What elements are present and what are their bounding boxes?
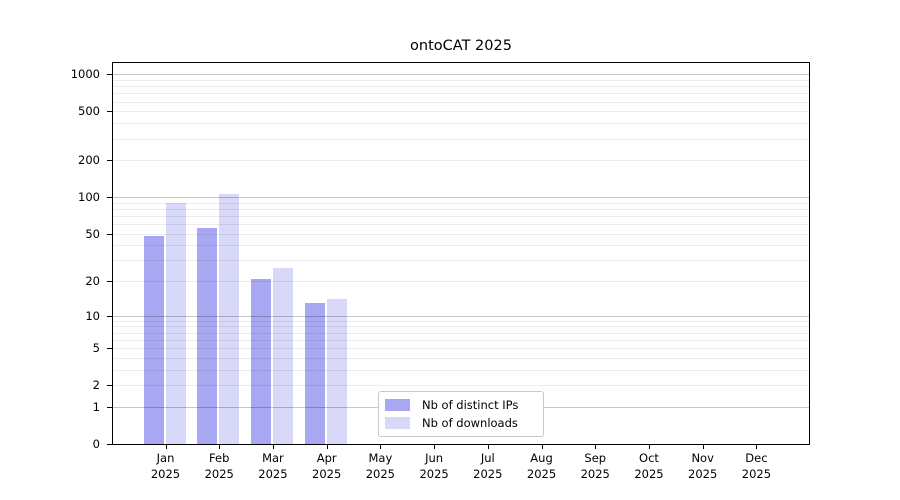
gridline-minor bbox=[112, 215, 810, 217]
y-tick-mark bbox=[107, 385, 112, 387]
y-tick-mark bbox=[107, 197, 112, 199]
x-tick-label: Nov 2025 bbox=[688, 451, 718, 481]
y-tick-label: 500 bbox=[78, 104, 100, 119]
x-tick-label: Oct 2025 bbox=[634, 451, 664, 481]
x-tick-label: Feb 2025 bbox=[204, 451, 234, 481]
x-tick-mark bbox=[648, 445, 650, 449]
gridline-minor bbox=[112, 160, 810, 162]
x-tick-mark bbox=[541, 445, 543, 449]
x-tick-mark bbox=[380, 445, 382, 449]
gridline-minor bbox=[112, 93, 810, 95]
y-tick-label: 100 bbox=[78, 190, 100, 205]
bar-distinct-ips bbox=[197, 227, 218, 445]
bar-distinct-ips bbox=[250, 278, 271, 445]
gridline-minor bbox=[112, 332, 810, 334]
gridline-minor bbox=[112, 385, 810, 387]
gridline-minor bbox=[112, 357, 810, 359]
x-tick-mark bbox=[326, 445, 328, 449]
gridline-minor bbox=[112, 348, 810, 350]
x-tick-mark bbox=[487, 445, 489, 449]
gridline-minor bbox=[112, 111, 810, 113]
gridline-minor bbox=[112, 326, 810, 328]
y-tick-label: 1000 bbox=[70, 67, 100, 82]
x-tick-label: Jan 2025 bbox=[150, 451, 181, 481]
bar-downloads bbox=[326, 299, 347, 445]
y-tick-label: 200 bbox=[78, 153, 100, 168]
bar-distinct-ips bbox=[304, 302, 325, 445]
gridline-major bbox=[112, 74, 810, 76]
bar-downloads bbox=[219, 194, 240, 445]
x-tick-label: Aug 2025 bbox=[526, 451, 557, 481]
x-tick-mark bbox=[702, 445, 704, 449]
y-tick-label: 10 bbox=[85, 308, 100, 323]
gridline-minor bbox=[112, 339, 810, 341]
legend-item-distinct-ips: Nb of distinct IPs bbox=[385, 398, 537, 412]
gridline-minor bbox=[112, 245, 810, 247]
x-tick-mark bbox=[272, 445, 274, 449]
x-tick-label: Jul 2025 bbox=[473, 451, 503, 481]
y-tick-label: 1 bbox=[92, 399, 100, 414]
y-tick-mark bbox=[107, 348, 112, 350]
legend-item-downloads: Nb of downloads bbox=[385, 416, 537, 430]
x-tick-mark bbox=[219, 445, 221, 449]
gridline-minor bbox=[112, 260, 810, 262]
y-tick-mark bbox=[107, 444, 112, 445]
y-tick-mark bbox=[107, 406, 112, 408]
y-tick-mark bbox=[107, 315, 112, 317]
y-tick-mark bbox=[107, 74, 112, 76]
x-tick-mark bbox=[165, 445, 167, 449]
x-tick-label: Apr 2025 bbox=[312, 451, 342, 481]
bars-layer bbox=[112, 62, 810, 445]
y-tick-mark bbox=[107, 233, 112, 235]
y-tick-label: 0 bbox=[92, 437, 100, 451]
plot-area bbox=[112, 62, 810, 445]
gridline-minor bbox=[112, 281, 810, 283]
x-tick-mark bbox=[434, 445, 436, 449]
legend-label-downloads: Nb of downloads bbox=[422, 416, 518, 430]
x-tick-label: Mar 2025 bbox=[258, 451, 288, 481]
x-tick-label: Dec 2025 bbox=[741, 451, 772, 481]
y-tick-label: 20 bbox=[85, 274, 100, 289]
gridline-minor bbox=[112, 202, 810, 204]
gridline-minor bbox=[112, 233, 810, 235]
bar-downloads bbox=[272, 267, 293, 445]
bar-downloads bbox=[165, 202, 186, 445]
gridline-minor bbox=[112, 123, 810, 125]
gridline-major bbox=[112, 197, 810, 199]
gridline-minor bbox=[112, 101, 810, 103]
y-tick-label: 2 bbox=[92, 378, 100, 393]
bar-distinct-ips bbox=[143, 235, 164, 445]
gridline-minor bbox=[112, 86, 810, 88]
legend: Nb of distinct IPs Nb of downloads bbox=[378, 391, 544, 437]
legend-swatch-distinct-ips-icon bbox=[385, 399, 410, 411]
gridline-minor bbox=[112, 320, 810, 322]
gridline-minor bbox=[112, 79, 810, 81]
y-tick-mark bbox=[107, 281, 112, 283]
legend-swatch-downloads-icon bbox=[385, 417, 410, 429]
gridline-major bbox=[112, 315, 810, 317]
x-tick-mark bbox=[595, 445, 597, 449]
x-tick-label: Jun 2025 bbox=[419, 451, 449, 481]
y-tick-mark bbox=[107, 160, 112, 162]
y-tick-label: 5 bbox=[92, 341, 100, 356]
gridline-minor bbox=[112, 369, 810, 371]
x-tick-mark bbox=[756, 445, 758, 449]
legend-label-distinct-ips: Nb of distinct IPs bbox=[422, 398, 519, 412]
gridline-minor bbox=[112, 138, 810, 140]
x-tick-label: Sep 2025 bbox=[580, 451, 610, 481]
y-tick-label: 50 bbox=[85, 226, 100, 241]
x-tick-label: May 2025 bbox=[365, 451, 396, 481]
gridline-minor bbox=[112, 208, 810, 210]
y-tick-mark bbox=[107, 111, 112, 113]
gridline-minor bbox=[112, 224, 810, 226]
chart-title: ontoCAT 2025 bbox=[410, 38, 512, 54]
